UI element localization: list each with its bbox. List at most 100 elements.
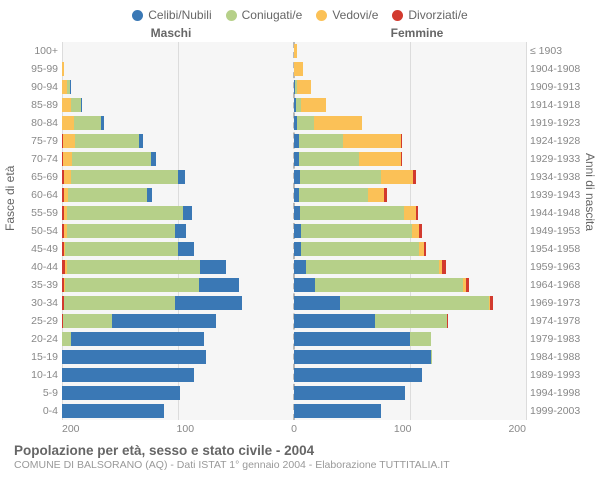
year-label: 1914-1918 [530,96,586,114]
year-label: 1959-1963 [530,258,586,276]
bar-segment [67,224,175,238]
plot-area: Fasce di età Anni di nascita 100+95-9990… [14,42,586,420]
age-label: 0-4 [14,402,58,420]
female-bar [294,44,526,58]
bar-segment [294,368,422,382]
year-label: 1934-1938 [530,168,586,186]
year-label: 1989-1993 [530,366,586,384]
male-bar [62,368,294,382]
age-label: 10-14 [14,366,58,384]
bar-segment [63,134,75,148]
bar-segment [72,152,151,166]
bar-segment [466,278,469,292]
legend-swatch [226,10,237,21]
bar-segment [70,80,71,94]
bar-segment [64,296,174,310]
pyramid-row [62,348,526,366]
bar-segment [62,98,71,112]
bar-segment [306,260,439,274]
bar-segment [404,206,416,220]
bar-segment [294,314,375,328]
bar-segment [301,98,327,112]
x-ticks: 2001000100200 [62,423,526,435]
year-labels: ≤ 19031904-19081909-19131914-19181919-19… [526,42,586,420]
age-label: 25-29 [14,312,58,330]
male-bar [62,314,294,328]
bar-segment [183,206,192,220]
bar-segment [62,368,194,382]
pyramid-row [62,168,526,186]
chart-title: Popolazione per età, sesso e stato civil… [0,435,600,459]
age-label: 65-69 [14,168,58,186]
bar-segment [81,98,82,112]
age-label: 60-64 [14,186,58,204]
age-label: 35-39 [14,276,58,294]
year-label: 1949-1953 [530,222,586,240]
legend-item: Divorziati/e [392,8,467,22]
male-bar [62,350,294,364]
chart-subtitle: COMUNE DI BALSORANO (AQ) - Dati ISTAT 1°… [0,459,600,471]
pyramid-row [62,384,526,402]
female-bar [294,206,526,220]
bar-segment [62,62,64,76]
legend-item: Coniugati/e [226,8,303,22]
bar-segment [65,278,198,292]
male-bar [62,80,294,94]
pyramid-row [62,366,526,384]
bar-segment [419,224,421,238]
bar-segment [424,242,426,256]
bar-segment [299,134,343,148]
year-label: ≤ 1903 [530,42,586,60]
age-label: 30-34 [14,294,58,312]
pyramid-row [62,150,526,168]
age-label: 5-9 [14,384,58,402]
male-bar [62,44,294,58]
bar-segment [431,350,432,364]
x-tick: 200 [508,423,526,435]
x-tick: 200 [62,423,80,435]
year-label: 1939-1943 [530,186,586,204]
grid-line [526,42,527,420]
male-bar [62,386,294,400]
male-bar [62,332,294,346]
year-label: 1944-1948 [530,204,586,222]
year-label: 1999-2003 [530,402,586,420]
bar-segment [294,242,301,256]
female-bar [294,350,526,364]
age-label: 80-84 [14,114,58,132]
male-bar [62,260,294,274]
year-label: 1964-1968 [530,276,586,294]
female-bar [294,170,526,184]
year-label: 1979-1983 [530,330,586,348]
bar-segment [294,260,306,274]
year-label: 1924-1928 [530,132,586,150]
bar-segment [314,116,363,130]
bar-segment [294,332,410,346]
legend-label: Celibi/Nubili [148,8,211,22]
bar-segment [413,170,415,184]
legend-label: Coniugati/e [242,8,303,22]
female-bar [294,152,526,166]
legend-swatch [316,10,327,21]
pyramid-row [62,276,526,294]
bar-segment [368,188,384,202]
age-label: 15-19 [14,348,58,366]
year-label: 1974-1978 [530,312,586,330]
pyramid-row [62,60,526,78]
male-bar [62,116,294,130]
year-label: 1954-1958 [530,240,586,258]
bar-segment [490,296,493,310]
male-bar [62,224,294,238]
year-label: 1909-1913 [530,78,586,96]
bar-segment [412,224,419,238]
bar-segment [199,278,240,292]
bar-segment [315,278,463,292]
year-label: 1919-1923 [530,114,586,132]
pyramid-row [62,402,526,420]
pyramid-row [62,114,526,132]
age-label: 45-49 [14,240,58,258]
female-bar [294,404,526,418]
bar-segment [71,332,203,346]
bar-segment [75,134,139,148]
bar-segment [300,206,404,220]
